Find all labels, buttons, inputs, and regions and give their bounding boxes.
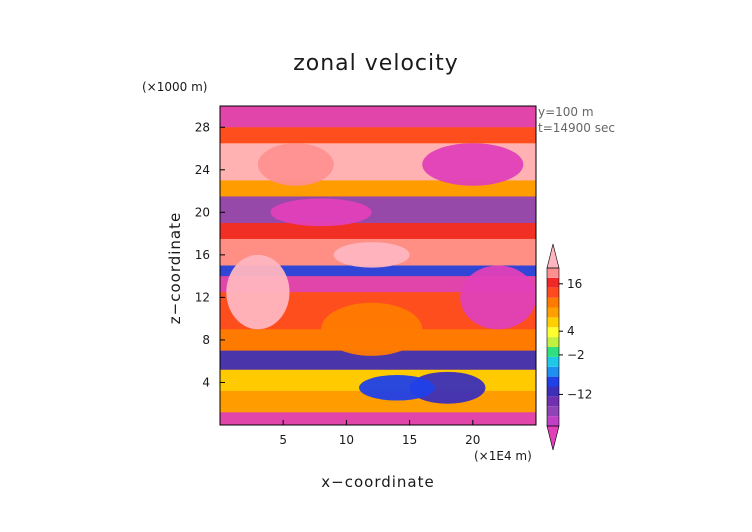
heatmap-blob [226, 254, 290, 330]
y-tick-label: 16 [195, 248, 210, 262]
x-tick-label: 5 [279, 433, 287, 447]
colorbar: 16 4 −2 −12 [546, 243, 592, 451]
colorbar-segment [547, 416, 559, 426]
heatmap-blob [359, 375, 435, 401]
heatmap-blob [257, 143, 334, 186]
y-tick-label: 24 [195, 163, 210, 177]
heatmap-band [220, 276, 536, 293]
colorbar-segment [547, 366, 559, 377]
plot-frame [219, 105, 537, 426]
y-tick-label: 28 [195, 120, 210, 134]
heatmap-band [220, 196, 536, 223]
annotation-y: y=100 m [538, 105, 594, 119]
colorbar-frame [546, 267, 560, 427]
colorbar-tick-label: −2 [567, 348, 585, 362]
y-tick-label: 8 [202, 333, 210, 347]
colorbar-segment [547, 287, 559, 298]
y-tick-label: 4 [202, 375, 210, 389]
heatmap-blob [460, 265, 536, 330]
heatmap-blob [422, 143, 524, 186]
heatmap-bands [220, 106, 536, 425]
heatmap-band [220, 222, 536, 239]
heatmap-blob [409, 371, 486, 404]
colorbar-tick-label: 4 [567, 324, 575, 338]
colorbar-segment [547, 277, 559, 288]
y-tick-label: 12 [195, 290, 210, 304]
colorbar-segment [547, 268, 559, 278]
colorbar-min-arrow [546, 425, 560, 451]
colorbar-segment [547, 356, 559, 367]
colorbar-segment [547, 347, 559, 357]
x-tick-label: 20 [465, 433, 480, 447]
y-axis-label: z−coordinate [166, 212, 184, 324]
heatmap-band [220, 350, 536, 370]
colorbar-tick-label: −12 [567, 387, 592, 401]
heatmap-band [220, 127, 536, 144]
heatmap-blob [321, 302, 423, 356]
heatmap-band [220, 265, 536, 277]
y-tick-label: 20 [195, 205, 210, 219]
x-axis-ticks: 5 10 15 20 [279, 420, 480, 447]
heatmap-band [220, 106, 536, 128]
colorbar-segment [547, 406, 559, 417]
colorbar-segment [547, 307, 559, 318]
colorbar-segment [547, 327, 559, 338]
x-units-label: (×1E4 m) [474, 449, 532, 463]
chart-title: zonal velocity [293, 51, 459, 76]
x-tick-label: 10 [339, 433, 354, 447]
colorbar-segment [547, 386, 559, 397]
x-tick-label: 15 [402, 433, 417, 447]
colorbar-segment [547, 317, 559, 328]
colorbar-segment [547, 396, 559, 407]
heatmap-band [220, 412, 536, 425]
heatmap-blob [270, 198, 372, 227]
colorbar-segment [547, 337, 559, 347]
colorbar-segment [547, 297, 559, 308]
x-axis-label: x−coordinate [321, 473, 434, 491]
annotation-t: t=14900 sec [538, 121, 615, 135]
y-axis-ticks: 4 8 12 16 20 24 28 [195, 120, 225, 389]
colorbar-segment [547, 376, 559, 387]
heatmap-blob [333, 242, 410, 268]
colorbar-max-arrow [546, 243, 560, 269]
colorbar-tick-label: 16 [567, 277, 582, 291]
y-units-label: (×1000 m) [142, 80, 207, 94]
heatmap-field [220, 106, 536, 425]
